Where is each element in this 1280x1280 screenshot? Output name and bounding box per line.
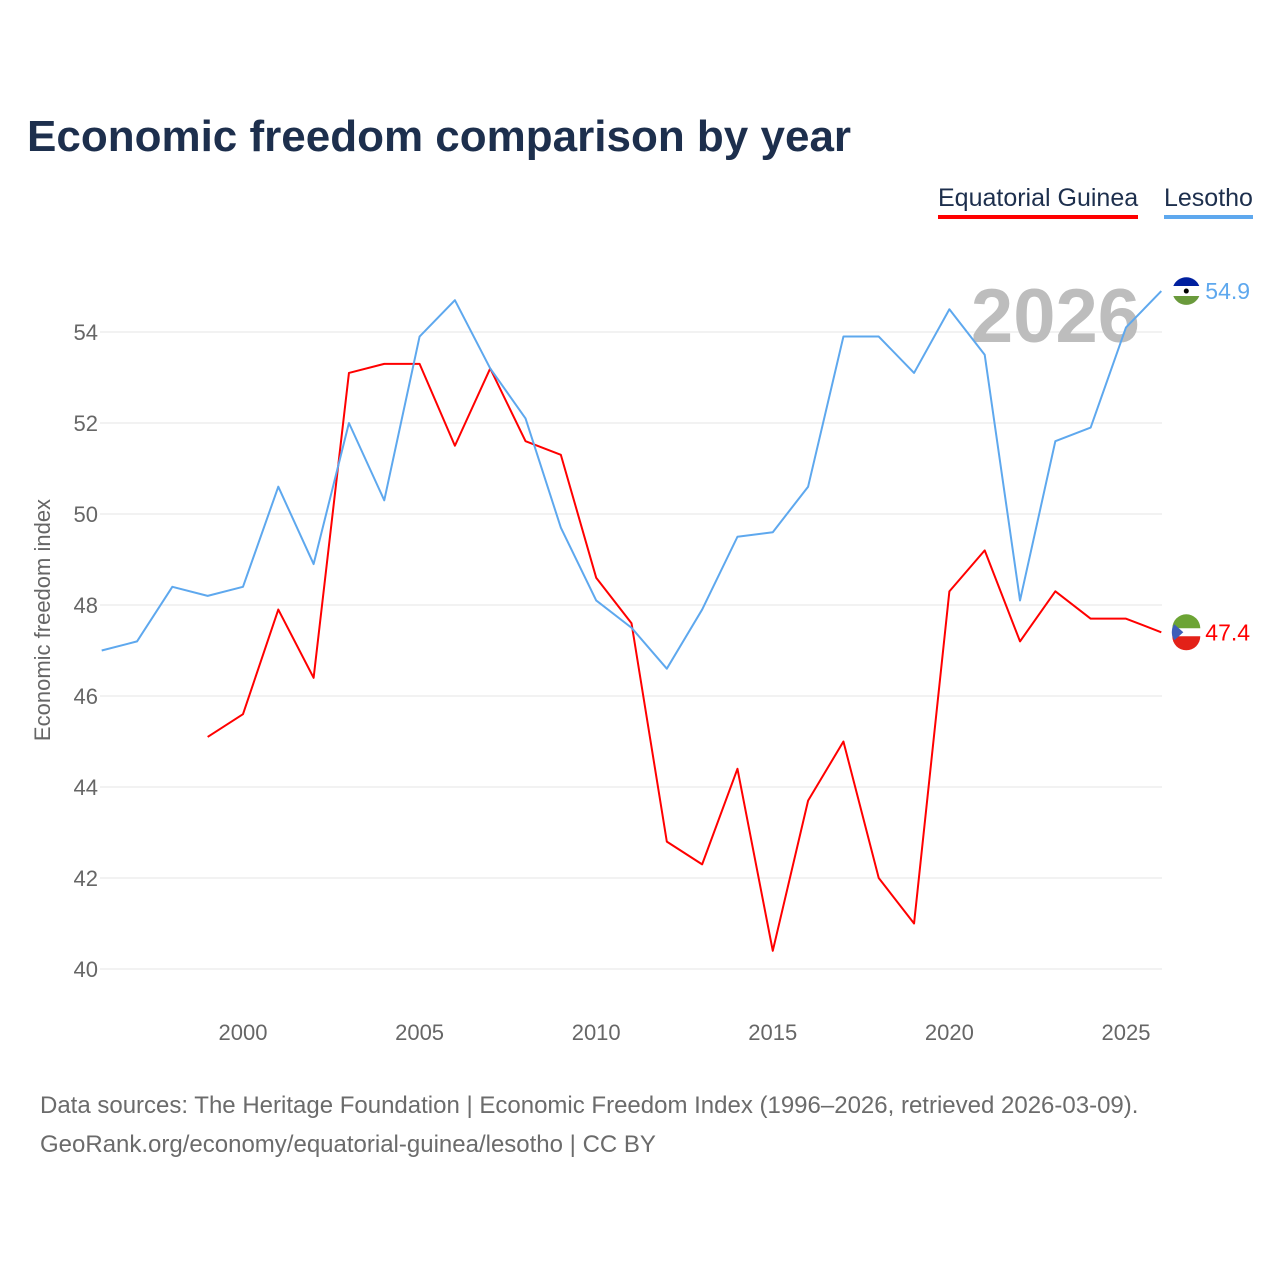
flag-stripe (1173, 277, 1200, 287)
y-tick-label: 52 (74, 411, 98, 436)
flag-hat (1183, 288, 1189, 294)
y-tick-label: 44 (74, 775, 98, 800)
x-tick-label: 2025 (1102, 1020, 1151, 1045)
y-tick-label: 46 (74, 684, 98, 709)
y-tick-label: 50 (74, 502, 98, 527)
flag-stripe (1173, 296, 1200, 305)
flag-triangle (1171, 624, 1184, 641)
source-note: Data sources: The Heritage Foundation | … (40, 1092, 1139, 1119)
source-link[interactable]: GeoRank.org/economy/equatorial-guinea/le… (40, 1131, 656, 1158)
x-tick-label: 2000 (219, 1020, 268, 1045)
year-watermark: 2026 (971, 274, 1140, 359)
x-tick-label: 2015 (748, 1020, 797, 1045)
legend-equatorial-guinea[interactable]: Equatorial Guinea (938, 184, 1139, 219)
end-value-label: 47.4 (1205, 619, 1250, 645)
legend-lesotho[interactable]: Lesotho (1164, 184, 1253, 219)
y-tick-label: 40 (74, 957, 98, 982)
footer: Data sources: The Heritage Foundation | … (40, 1086, 1138, 1164)
x-tick-label: 2005 (395, 1020, 444, 1045)
x-tick-label: 2010 (572, 1020, 621, 1045)
flag-stripe (1172, 636, 1201, 651)
flag-stripe (1172, 614, 1201, 629)
y-tick-label: 42 (74, 866, 98, 891)
y-tick-label: 54 (74, 320, 98, 345)
chart-title: Economic freedom comparison by year (27, 112, 852, 161)
end-value-label: 54.9 (1205, 278, 1250, 304)
y-axis-label: Economic freedom index (30, 499, 55, 741)
y-tick-label: 48 (74, 593, 98, 618)
x-tick-label: 2020 (925, 1020, 974, 1045)
series-line-equatorial-guinea (207, 362, 1162, 952)
